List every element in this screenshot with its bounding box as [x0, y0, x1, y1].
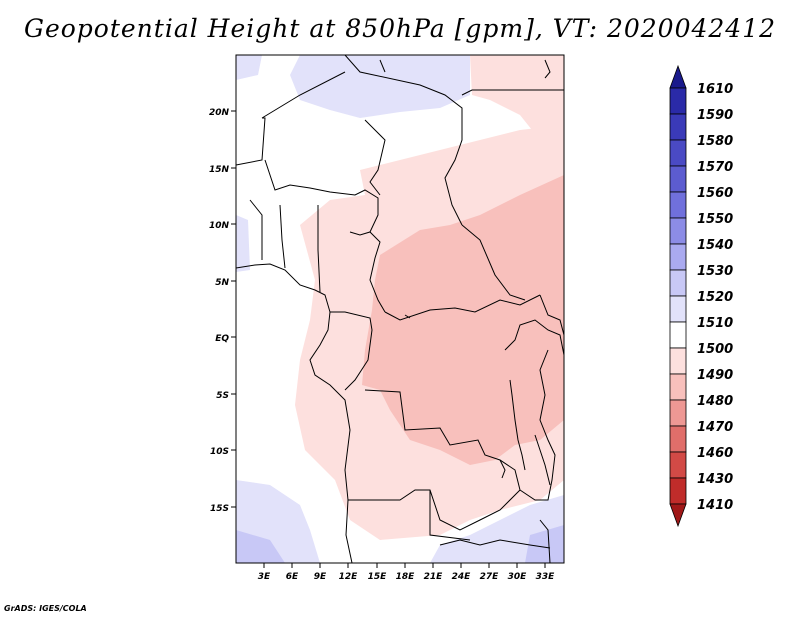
- colorbar-cell: [669, 425, 687, 453]
- lake-malawi: [534, 434, 551, 486]
- coast-red-sea: [544, 59, 551, 79]
- colorbar: 1610 1590 1580 1570 1560 1550 1540 1530 1520 1510…: [669, 64, 733, 528]
- border-guinea: [249, 199, 263, 260]
- lat-label-10n: 10N: [209, 221, 230, 231]
- colorbar-cell: [669, 243, 687, 271]
- colorbar-label: 1430: [697, 472, 733, 487]
- lake-fragment-1: [404, 314, 411, 319]
- lon-label-18e: 18E: [396, 572, 416, 582]
- field-ne-pink: [470, 55, 564, 140]
- chart-title: Geopotential Height at 850hPa [gpm], VT:…: [23, 14, 777, 43]
- colorbar-cell: [669, 217, 687, 245]
- lon-label-21e: 21E: [424, 572, 444, 582]
- border-libya-chad: [344, 55, 463, 226]
- colorbar-cell: [669, 321, 687, 349]
- border-sudan-car: [461, 224, 526, 301]
- axis-ticks: [231, 110, 546, 568]
- lake-fragment-2: [499, 459, 506, 479]
- colorbar-label: 1560: [697, 186, 733, 201]
- colorbar-label: 1520: [697, 290, 733, 305]
- colorbar-cell: [669, 399, 687, 427]
- border-mozambique-south: [539, 519, 551, 563]
- field-dark-pink: [362, 175, 564, 465]
- colorbar-label: 1470: [697, 420, 733, 435]
- lon-label-24e: 24E: [452, 572, 472, 582]
- lon-label-15e: 15E: [368, 572, 388, 582]
- colorbar-cell: [669, 477, 687, 505]
- lat-label-5s: 5S: [216, 391, 229, 401]
- field-nw-blue: [236, 55, 262, 80]
- border-mauritania: [236, 117, 266, 166]
- border-south-africa: [439, 539, 551, 549]
- borders-layer: [236, 55, 564, 563]
- lat-label-10s: 10S: [210, 447, 229, 457]
- border-niger-north: [379, 59, 386, 73]
- lon-label-30e: 30E: [508, 572, 528, 582]
- colorbar-label: 1580: [697, 134, 733, 149]
- border-tanzania-mozambique: [519, 349, 556, 501]
- lat-label-5n: 5N: [215, 278, 229, 288]
- lon-label-6e: 6E: [286, 572, 299, 582]
- lake-victoria-outline: [504, 319, 564, 356]
- border-egypt-sudan: [461, 89, 564, 96]
- border-cameroon-car: [349, 231, 386, 313]
- colorbar-cell: [669, 191, 687, 219]
- colorbar-label: 1410: [697, 498, 733, 513]
- border-ghana: [279, 204, 286, 269]
- colorbar-cell: [669, 503, 687, 528]
- border-niger-chad: [364, 119, 386, 196]
- border-mali-algeria: [261, 71, 346, 119]
- colorbar-cell: [669, 347, 687, 375]
- border-nigeria-west: [317, 205, 321, 293]
- colorbar-cell: [669, 165, 687, 193]
- lon-label-27e: 27E: [480, 572, 500, 582]
- colorbar-cell: [669, 113, 687, 141]
- lon-label-3e: 3E: [258, 572, 271, 582]
- map-frame: [235, 54, 565, 564]
- colorbar-label: 1490: [697, 368, 733, 383]
- colorbar-label: 1480: [697, 394, 733, 409]
- border-botswana: [429, 490, 471, 541]
- colorbar-cell: [669, 451, 687, 479]
- border-uganda-sudan: [539, 294, 564, 336]
- border-drc-north: [384, 294, 541, 321]
- colorbar-label: 1610: [697, 82, 733, 97]
- colorbar-label: 1510: [697, 316, 733, 331]
- colorbar-label: 1570: [697, 160, 733, 175]
- field-sahara-blue: [290, 55, 470, 118]
- lat-label-15n: 15N: [209, 165, 230, 175]
- colorbar-label: 1500: [697, 342, 733, 357]
- colorbar-label: 1590: [697, 108, 733, 123]
- lat-label-eq: EQ: [215, 334, 229, 344]
- lon-label-12e: 12E: [339, 572, 359, 582]
- coastline-west: [236, 263, 353, 563]
- colorbar-cell: [669, 139, 687, 167]
- border-sahel: [264, 159, 379, 233]
- border-gabon-congo: [330, 311, 373, 391]
- height-field: [236, 55, 564, 563]
- colorbar-cell: [669, 269, 687, 297]
- lat-label-15s: 15S: [210, 504, 229, 514]
- colorbar-label: 1530: [697, 264, 733, 279]
- colorbar-label: 1540: [697, 238, 733, 253]
- lon-labels: 3E 6E 9E 12E 15E 18E 21E 24E 27E 30E 33E: [258, 572, 555, 582]
- field-se-blue-deep: [525, 525, 564, 563]
- colorbar-cell: [669, 87, 687, 115]
- lat-label-20n: 20N: [209, 108, 230, 118]
- lon-label-9e: 9E: [314, 572, 327, 582]
- colorbar-label: 1550: [697, 212, 733, 227]
- field-west-coast-blue: [236, 215, 250, 272]
- colorbar-cell: [669, 64, 687, 89]
- lat-labels: 20N 15N 10N 5N EQ 5S 10S 15S: [209, 108, 230, 514]
- lon-label-33e: 33E: [536, 572, 556, 582]
- colorbar-cell: [669, 373, 687, 401]
- border-angola-drc: [364, 389, 521, 491]
- colorbar-label: 1460: [697, 446, 733, 461]
- lake-tanganyika: [509, 379, 526, 471]
- border-namibia-angola: [348, 489, 521, 531]
- colorbar-cell: [669, 295, 687, 323]
- grads-credit: GrADS: IGES/COLA: [4, 604, 87, 613]
- field-sw-blue-deep: [236, 530, 285, 563]
